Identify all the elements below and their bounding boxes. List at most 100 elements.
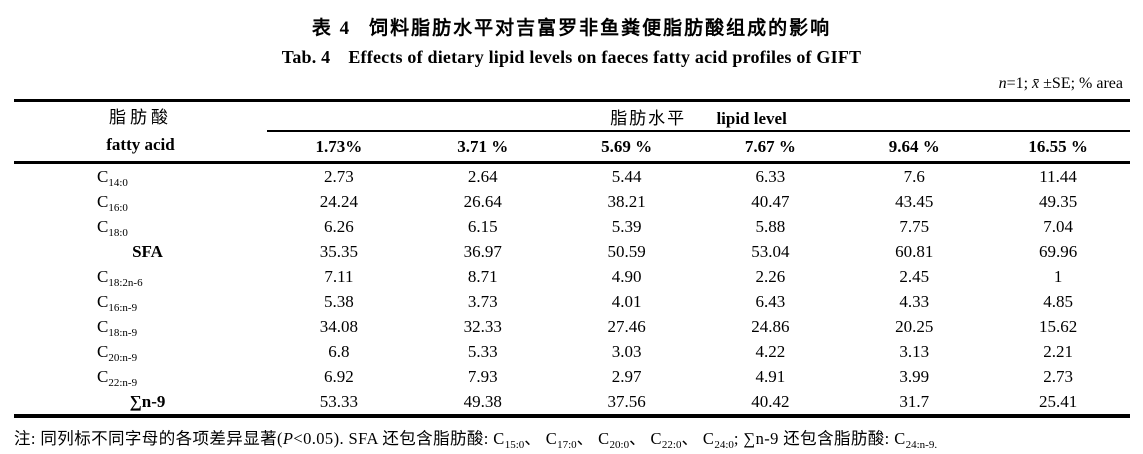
value-cell: 37.56 — [607, 392, 646, 411]
footnote-fragment: 15:0 — [504, 439, 525, 451]
fatty-acid-label: ∑n-9 — [14, 389, 267, 416]
fatty-acid-subscript: 16:0 — [108, 202, 128, 214]
value-cell: 36.97 — [463, 242, 502, 261]
table-row: C20:n-9 6.8 5.33 3.03 4.22 3.13 2.21 — [14, 339, 1130, 364]
table-footnote: 注: 同列标不同字母的各项差异显著(P<0.05). SFA 还包含脂肪酸: C… — [14, 425, 1143, 451]
fatty-acid-base: C — [97, 192, 109, 211]
fatty-acid-label: C18:2n-6 — [14, 264, 267, 289]
value-cell: 2.73 — [324, 167, 354, 186]
lipid-level-column-header: 9.64 % — [888, 136, 940, 156]
table-header: 脂肪酸 fatty acid 脂肪水平 lipid level 1.73% 3.7… — [14, 100, 1130, 163]
value-cell: 40.47 — [751, 192, 790, 211]
value-cell: 7.11 — [324, 267, 354, 286]
value-cell: 2.97 — [611, 367, 642, 386]
fatty-acid-label: C20:n-9 — [14, 339, 267, 364]
value-cell: 2.64 — [467, 167, 498, 186]
value-cell: 7.04 — [1043, 217, 1073, 236]
value-cell: 60.81 — [895, 242, 934, 261]
footnote-fragment: ; ∑n-9 还包含脂肪酸: C — [733, 429, 906, 448]
value-cell: 7.6 — [903, 167, 925, 186]
table-body: C14:0 2.73 2.64 5.44 6.33 7.6 11.44 C16:0 24.24 2… — [14, 163, 1130, 417]
fatty-acid-base: C — [97, 367, 109, 386]
value-cell: 5.33 — [467, 342, 498, 361]
fatty-acid-base: C — [97, 342, 109, 361]
value-cell: 49.35 — [1038, 192, 1078, 211]
value-cell: 3.73 — [467, 292, 498, 311]
value-cell: 3.13 — [899, 342, 930, 361]
footnote-fragment: P — [282, 429, 294, 448]
fatty-acid-label: C16:n-9 — [14, 289, 267, 314]
fatty-acid-subscript: 20:n-9 — [108, 352, 138, 364]
value-cell: 49.38 — [463, 392, 502, 411]
value-cell: 26.64 — [463, 192, 502, 211]
value-cell: 4.85 — [1043, 292, 1073, 311]
value-cell: 6.33 — [755, 167, 786, 186]
value-cell: 6.26 — [324, 217, 354, 236]
fatty-acid-label: C18:n-9 — [14, 314, 267, 339]
fatty-acid-subscript: 18:2n-6 — [108, 277, 143, 289]
value-cell: 11.44 — [1039, 167, 1077, 186]
value-cell: 25.41 — [1038, 392, 1078, 411]
lipid-level-column-header: 5.69 % — [601, 136, 653, 156]
fatty-acid-base: C — [97, 167, 109, 186]
fatty-acid-label: C16:0 — [14, 189, 267, 214]
value-cell: 2.26 — [755, 267, 786, 286]
value-cell: 7.75 — [899, 217, 930, 236]
lipid-level-column-header: 7.67 % — [744, 136, 796, 156]
fatty-acid-base: ∑n-9 — [129, 392, 166, 411]
footnote-fragment: 注: 同列标不同字母的各项差异显著( — [14, 429, 283, 448]
footnote-fragment: 、 C — [576, 429, 610, 448]
spanner-en: lipid level — [716, 108, 787, 128]
table-row: C18:n-9 34.08 32.33 27.46 24.86 20.25 15.62 — [14, 314, 1130, 339]
value-cell: 20.25 — [895, 317, 934, 336]
table-row: C22:n-9 6.92 7.93 2.97 4.91 3.99 2.73 — [14, 364, 1130, 389]
value-cell: 43.45 — [895, 192, 934, 211]
value-cell: 3.99 — [899, 367, 930, 386]
header-row-percentages: 1.73% 3.71 % 5.69 % 7.67 % 9.64 % 16.55 % — [14, 131, 1130, 163]
lipid-level-column-header: 1.73% — [315, 136, 363, 156]
value-cell: 4.90 — [611, 267, 642, 286]
fatty-acid-label: SFA — [14, 239, 267, 264]
value-cell: 3.03 — [611, 342, 642, 361]
value-cell: 24.24 — [319, 192, 359, 211]
note-fragment: n — [998, 75, 1007, 92]
value-cell: 50.59 — [607, 242, 646, 261]
value-cell: 35.35 — [319, 242, 359, 261]
note-fragment: ±SE; % area — [1039, 75, 1123, 92]
fatty-acid-subscript: 22:n-9 — [108, 377, 138, 389]
value-cell: 4.33 — [899, 292, 930, 311]
table-title-zh-text: 饲料脂肪水平对吉富罗非鱼粪便脂肪酸组成的影响 — [369, 18, 832, 39]
fatty-acid-subscript: 14:0 — [108, 177, 128, 189]
footnote-fragment: 、 C — [524, 429, 558, 448]
lipid-level-column-header: 16.55 % — [1028, 136, 1088, 156]
table-title-english: Tab. 4 Effects of dietary lipid levels on… — [0, 47, 1143, 68]
value-cell: 8.71 — [467, 267, 498, 286]
table-row: C18:0 6.26 6.15 5.39 5.88 7.75 7.04 — [14, 214, 1130, 239]
value-cell: 53.04 — [751, 242, 790, 261]
value-cell: 2.45 — [899, 267, 930, 286]
fatty-acid-base: SFA — [132, 242, 163, 261]
table-number-en: Tab. 4 — [281, 47, 331, 67]
fatty-acid-base: C — [97, 217, 109, 236]
footnote-fragment: 24:n-9. — [905, 439, 938, 451]
footnote-fragment: 22:0 — [661, 439, 682, 451]
value-cell: 6.15 — [467, 217, 498, 236]
value-cell: 5.88 — [755, 217, 786, 236]
table-title-chinese: 表 4 饲料脂肪水平对吉富罗非鱼粪便脂肪酸组成的影响 — [0, 0, 1143, 40]
table-row: C14:0 2.73 2.64 5.44 6.33 7.6 11.44 — [14, 163, 1130, 190]
note-fragment: =1; — [1006, 75, 1033, 92]
value-cell: 53.33 — [319, 392, 359, 411]
note-fragment: x̄ — [1032, 75, 1040, 92]
value-cell: 4.91 — [755, 367, 786, 386]
value-cell: 69.96 — [1038, 242, 1078, 261]
value-cell: 4.01 — [611, 292, 642, 311]
value-cell: 6.43 — [755, 292, 786, 311]
value-cell: 38.21 — [607, 192, 646, 211]
footnote-fragment: <0.05). SFA 还包含脂肪酸: C — [293, 429, 505, 448]
value-cell: 1 — [1053, 267, 1063, 286]
value-cell: 7.93 — [467, 367, 498, 386]
row-header-en: fatty acid — [106, 134, 175, 154]
value-cell: 15.62 — [1038, 317, 1078, 336]
footnote-fragment: 17:0 — [557, 439, 577, 451]
